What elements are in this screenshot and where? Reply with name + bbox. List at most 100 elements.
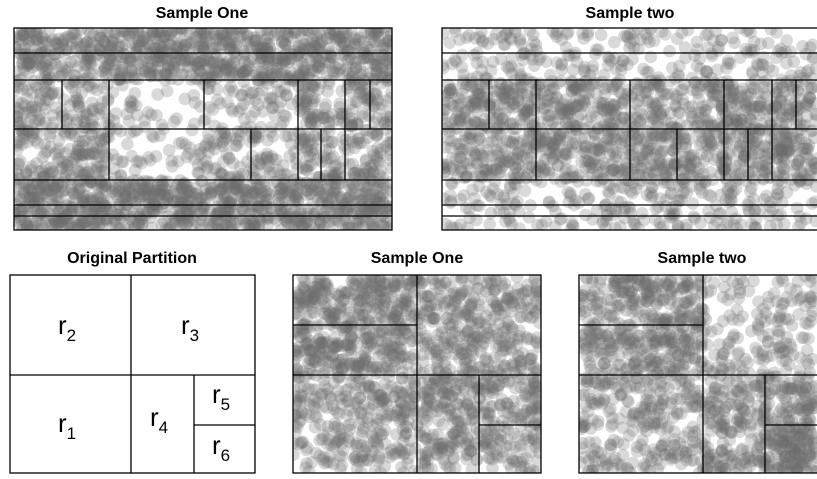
sample-dot: [14, 190, 22, 203]
sample-dot: [306, 79, 320, 93]
sample-dot: [71, 162, 85, 176]
sample-dot: [70, 116, 84, 129]
sample-dot: [18, 79, 32, 93]
title-bottom-sample-one: Sample One: [371, 250, 464, 267]
sample-dot: [227, 69, 240, 83]
sample-dot: [58, 171, 72, 184]
sample-dot: [136, 52, 150, 66]
sample-dot: [82, 147, 95, 161]
sample-dot: [358, 28, 371, 40]
sample-dot: [194, 146, 208, 160]
sample-dot: [237, 75, 250, 88]
sample-dot: [87, 28, 100, 42]
sample-dot: [680, 186, 693, 200]
sample-dot: [81, 80, 94, 93]
sample-dot: [384, 143, 392, 156]
sample-dot: [103, 53, 117, 67]
sample-dot: [165, 28, 178, 39]
sample-dot: [246, 52, 260, 66]
sample-dot: [14, 80, 25, 94]
sample-dot: [495, 30, 509, 44]
sample-dot: [270, 65, 284, 79]
sample-dot: [373, 34, 387, 48]
sample-dot: [43, 28, 56, 35]
sample-dot: [286, 73, 300, 86]
sample-dot: [599, 221, 612, 230]
sample-dot: [513, 35, 527, 48]
sample-dot: [259, 162, 273, 176]
sample-dot: [109, 107, 123, 120]
sample-dot: [56, 67, 69, 80]
sample-dot: [228, 56, 241, 70]
sample-dot: [76, 191, 89, 205]
sample-dot: [110, 67, 123, 81]
sample-dot: [241, 30, 254, 43]
sample-dot: [17, 28, 31, 41]
sample-dot: [716, 140, 730, 153]
sample-dot: [196, 40, 210, 54]
sample-dot: [179, 28, 193, 37]
sample-dot: [241, 36, 255, 50]
sample-dot: [220, 147, 233, 161]
sample-dot: [14, 124, 23, 138]
sample-dot: [173, 28, 186, 35]
sample-dot: [22, 57, 35, 70]
sample-dot: [375, 42, 389, 55]
sample-dot: [16, 57, 29, 70]
sample-dot: [116, 79, 129, 92]
sample-dot: [260, 151, 273, 165]
sample-dot: [221, 28, 234, 40]
sample-dot: [201, 160, 214, 173]
sample-dot: [444, 196, 457, 209]
sample-dot: [61, 113, 74, 126]
sample-dot: [17, 48, 31, 61]
sample-dot: [200, 138, 213, 151]
sample-dot: [295, 57, 309, 70]
sample-dot: [237, 98, 250, 111]
sample-dot: [160, 84, 174, 98]
sample-dot: [145, 108, 158, 121]
sample-dot: [14, 110, 24, 123]
sample-dot: [659, 200, 672, 213]
sample-dot: [368, 28, 382, 42]
sample-dot: [506, 135, 519, 149]
sample-dot: [383, 57, 392, 70]
sample-dot: [180, 150, 194, 164]
sample-dot: [52, 32, 66, 46]
sample-dot: [364, 28, 378, 38]
sample-dot: [132, 35, 146, 48]
sample-dot: [22, 57, 36, 70]
sample-dot: [528, 92, 542, 106]
sample-dot: [21, 57, 34, 71]
sample-dot: [131, 28, 145, 35]
sample-dot: [238, 65, 251, 79]
sample-dot: [174, 28, 187, 35]
sample-dot: [14, 139, 23, 152]
sample-dot: [183, 28, 197, 40]
sample-dot: [71, 140, 85, 153]
sample-dot: [357, 52, 371, 65]
sample-dot: [14, 157, 25, 170]
sample-dot: [700, 149, 714, 163]
sample-dot: [284, 138, 298, 151]
sample-dot: [37, 98, 51, 111]
sample-dot: [224, 80, 238, 93]
sample-dot: [182, 52, 195, 66]
sample-dot: [214, 97, 227, 110]
sample-dot: [20, 165, 33, 178]
sample-dot: [210, 33, 223, 46]
sample-dot: [267, 101, 280, 114]
sample-dot: [142, 67, 156, 81]
sample-dot: [141, 106, 155, 119]
sample-dot: [197, 44, 211, 57]
sample-dot: [337, 28, 350, 40]
sample-dot: [36, 151, 50, 164]
sample-dot: [32, 51, 45, 65]
sample-dot: [244, 120, 258, 134]
sample-dot: [60, 159, 74, 173]
sample-dot: [95, 28, 109, 38]
sample-dot: [494, 82, 508, 96]
sample-dot: [196, 41, 210, 54]
sample-dot: [249, 127, 262, 141]
sample-dot: [78, 116, 91, 129]
